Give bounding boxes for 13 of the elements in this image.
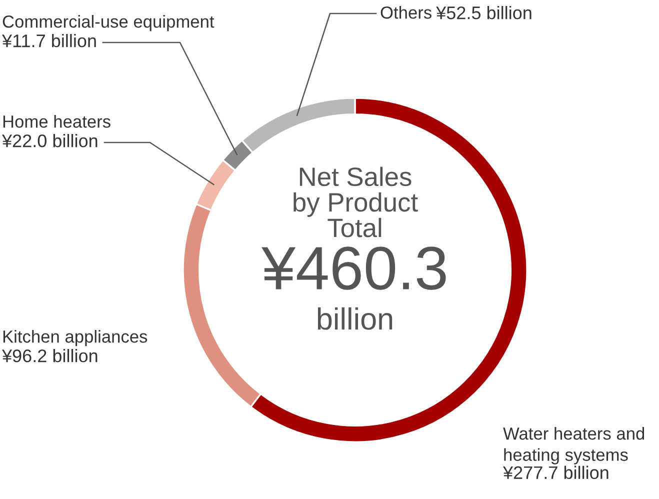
text: billion xyxy=(318,307,392,330)
slice-label: Water heaters and heating systems xyxy=(503,427,644,464)
slice-label: Kitchen appliances xyxy=(3,330,148,346)
slice-label: Others xyxy=(380,6,432,19)
data-label: ¥277.7 billion xyxy=(502,466,608,480)
data-label: ¥96.2 billion xyxy=(2,349,98,362)
text: Net Sales by Product Total xyxy=(294,166,418,238)
slice-label: Home heaters xyxy=(3,115,110,128)
slice-label: Commercial-use equipment xyxy=(2,15,214,32)
data-label: ¥22.0 billion xyxy=(2,134,98,148)
text: ¥460.3 xyxy=(261,246,446,290)
data-label: ¥11.7 billion xyxy=(2,34,96,48)
data-label: ¥52.5 billion xyxy=(436,6,532,20)
